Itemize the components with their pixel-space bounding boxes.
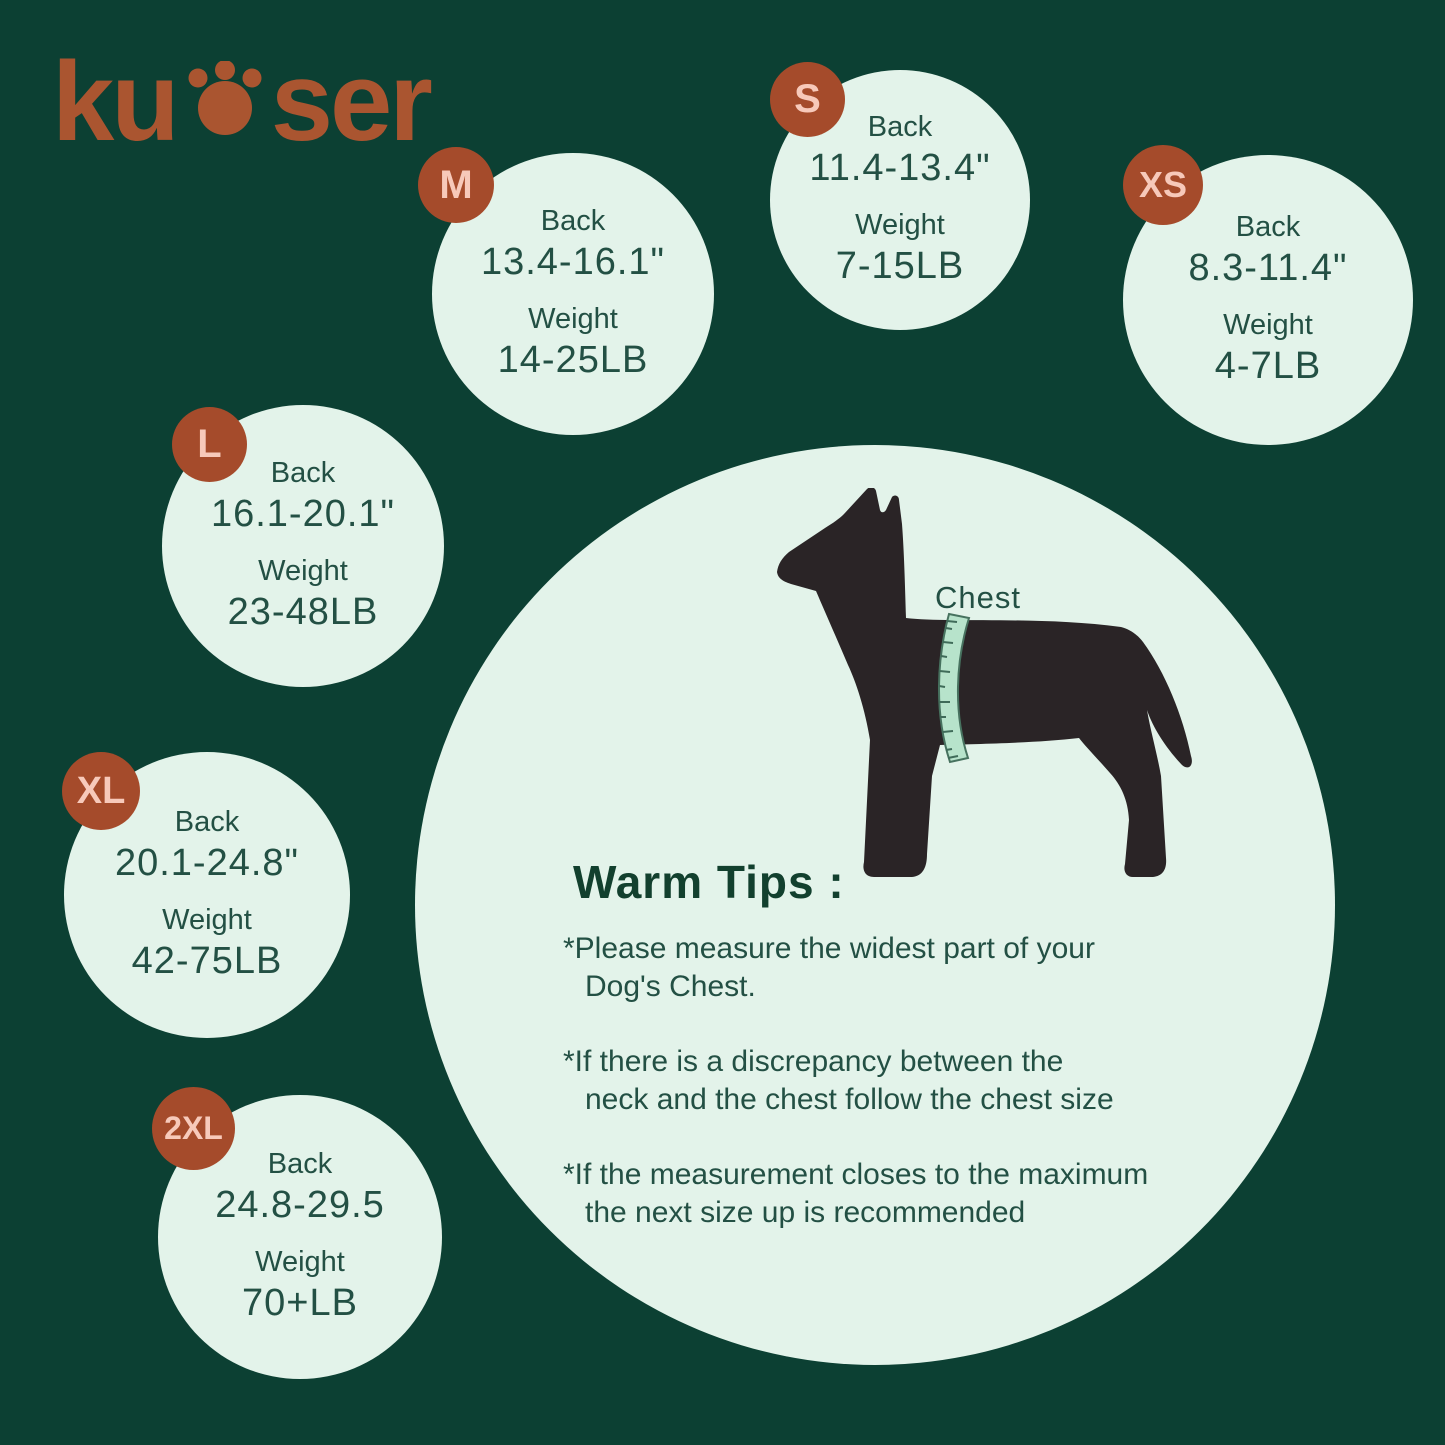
size-circle-2xl: 2XL Back 24.8-29.5 Weight 70+LB [152,1087,442,1379]
tip-item: *If the measurement closes to the maximu… [563,1156,1263,1232]
weight-label: Weight [1223,309,1313,341]
back-value: 16.1-20.1" [210,492,396,535]
size-circle-m: M Back 13.4-16.1" Weight 14-25LB [418,147,714,435]
back-value: 11.4-13.4" [809,146,991,189]
size-badge-2xl: 2XL [152,1087,235,1170]
paw-icon [188,61,262,136]
weight-label: Weight [255,1246,345,1278]
size-badge-xs: XS [1123,145,1203,225]
weight-value: 7-15LB [835,244,965,287]
tip-line: *If the measurement closes to the maximu… [563,1158,1149,1191]
size-circle-xl: XL Back 20.1-24.8" Weight 42-75LB [62,752,350,1038]
weight-value: 14-25LB [497,338,649,381]
logo-text-ku: ku [52,39,180,164]
back-label: Back [540,204,606,237]
weight-value: 4-7LB [1214,344,1322,387]
back-label: Back [174,805,240,838]
logo-text-ser: ser [270,39,433,164]
dog-body [777,487,1192,877]
weight-value: 23-48LB [227,590,379,633]
tip-item: *If there is a discrepancy between the n… [563,1043,1263,1119]
chest-tape [938,612,971,764]
back-label: Back [867,110,933,143]
back-label: Back [1235,210,1301,243]
dog-diagram [777,487,1193,878]
brand-logo: ku ser [52,39,433,164]
weight-label: Weight [258,555,348,587]
back-value: 24.8-29.5 [215,1183,385,1226]
tape-ticks [938,620,959,759]
size-badge-s: S [770,62,845,137]
weight-value: 42-75LB [131,939,283,982]
back-value: 20.1-24.8" [114,841,300,884]
weight-label: Weight [528,303,618,335]
tip-line: *Please measure the widest part of your [563,932,1095,965]
weight-label: Weight [162,904,252,936]
size-circle-s: S Back 11.4-13.4" Weight 7-15LB [770,62,1030,330]
weight-value: 70+LB [242,1281,358,1324]
size-circle-xs: XS Back 8.3-11.4" Weight 4-7LB [1123,145,1413,445]
back-value: 13.4-16.1" [480,240,666,283]
chest-label: Chest [935,580,1021,615]
tip-item: *Please measure the widest part of your … [563,930,1263,1006]
size-badge-m: M [418,147,494,223]
tip-line: neck and the chest follow the chest size [585,1083,1114,1116]
back-label: Back [267,1147,333,1180]
size-badge-l: L [172,407,247,482]
weight-label: Weight [855,209,945,241]
size-circle-l: L Back 16.1-20.1" Weight 23-48LB [162,405,444,687]
size-badge-xl: XL [62,752,140,830]
warm-tips-heading: Warm Tips : [573,856,845,908]
tip-line: *If there is a discrepancy between the [563,1045,1064,1078]
warm-tips-list: *Please measure the widest part of your … [563,930,1263,1269]
tip-line: Dog's Chest. [585,970,756,1003]
tip-line: the next size up is recommended [585,1196,1026,1229]
back-label: Back [270,456,336,489]
back-value: 8.3-11.4" [1188,246,1348,289]
